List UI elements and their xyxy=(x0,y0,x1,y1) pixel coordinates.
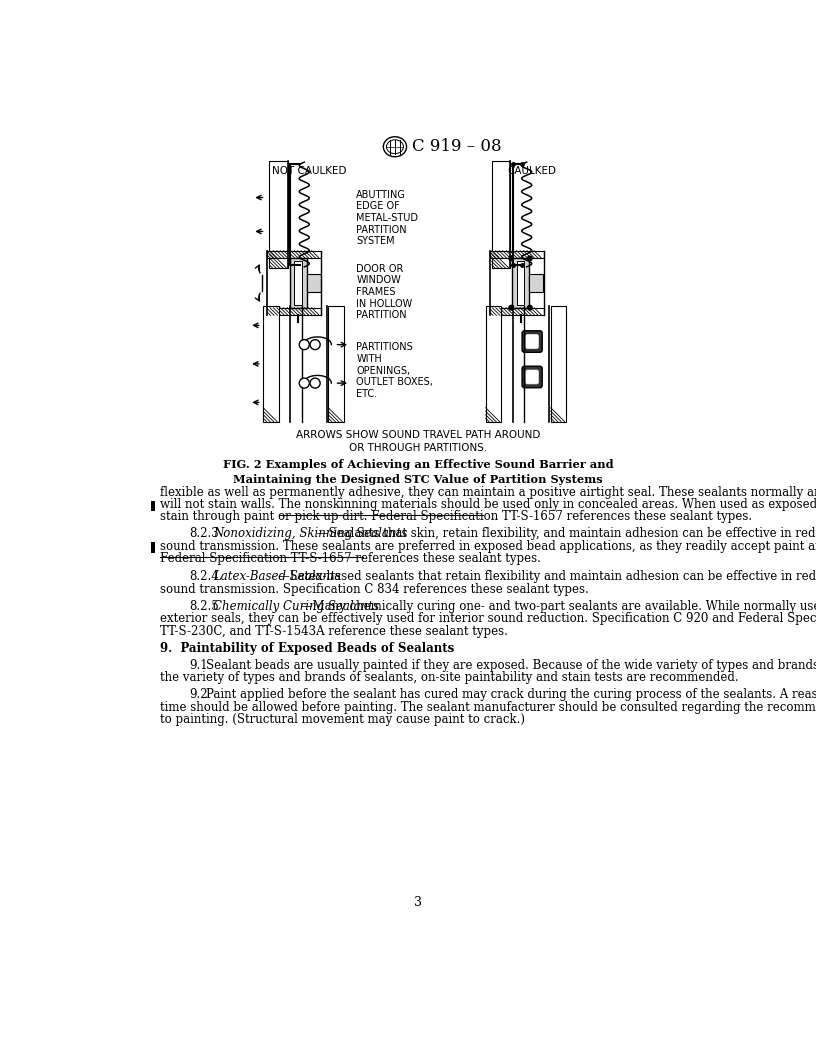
Text: CAULKED: CAULKED xyxy=(508,166,557,176)
Text: 9.  Paintability of Exposed Beads of Sealants: 9. Paintability of Exposed Beads of Seal… xyxy=(160,642,455,655)
Circle shape xyxy=(509,257,513,261)
Text: Federal Specification TT-S-1657 references these sealant types.: Federal Specification TT-S-1657 referenc… xyxy=(160,552,541,565)
Bar xyxy=(517,261,525,305)
Bar xyxy=(307,274,321,293)
Bar xyxy=(492,161,511,268)
Text: time should be allowed before painting. The sealant manufacturer should be consu: time should be allowed before painting. … xyxy=(160,701,816,714)
FancyBboxPatch shape xyxy=(522,331,542,353)
Text: Chemically Curing Sealants: Chemically Curing Sealants xyxy=(213,600,379,612)
Bar xyxy=(151,501,155,511)
Text: will not stain walls. The nonskinning materials should be used only in concealed: will not stain walls. The nonskinning ma… xyxy=(160,498,816,511)
Text: the variety of types and brands of sealants, on-site paintability and stain test: the variety of types and brands of seala… xyxy=(160,672,738,684)
Circle shape xyxy=(299,378,309,389)
Bar xyxy=(269,161,288,268)
FancyBboxPatch shape xyxy=(526,370,539,384)
Bar xyxy=(490,250,543,259)
Text: 9.1: 9.1 xyxy=(189,659,208,672)
Text: sound transmission. Specification C 834 references these sealant types.: sound transmission. Specification C 834 … xyxy=(160,583,589,596)
Bar xyxy=(551,306,566,421)
Text: PARTITIONS
WITH
OPENINGS,
OUTLET BOXES,
ETC.: PARTITIONS WITH OPENINGS, OUTLET BOXES, … xyxy=(357,342,433,399)
Text: 8.2.5: 8.2.5 xyxy=(189,600,220,612)
Bar xyxy=(529,274,543,293)
Text: stain through paint or pick up dirt. Federal Specification TT-S-1657 references : stain through paint or pick up dirt. Fed… xyxy=(160,510,752,524)
Text: exterior seals, they can be effectively used for interior sound reduction. Speci: exterior seals, they can be effectively … xyxy=(160,612,816,625)
Bar xyxy=(267,250,322,259)
Text: OR THROUGH PARTITIONS.: OR THROUGH PARTITIONS. xyxy=(349,444,487,453)
Bar xyxy=(328,306,344,421)
Circle shape xyxy=(509,305,513,310)
Text: Nonoxidizing, Skinning Sealants: Nonoxidizing, Skinning Sealants xyxy=(213,527,407,541)
Text: sound transmission. These sealants are preferred in exposed bead applications, a: sound transmission. These sealants are p… xyxy=(160,540,816,552)
FancyBboxPatch shape xyxy=(522,366,542,388)
Bar xyxy=(151,543,155,553)
Bar xyxy=(264,306,279,421)
Bar xyxy=(295,261,302,305)
Circle shape xyxy=(299,340,309,350)
Text: Paint applied before the sealant has cured may crack during the curing process o: Paint applied before the sealant has cur… xyxy=(206,689,816,701)
Text: to painting. (Structural movement may cause paint to crack.): to painting. (Structural movement may ca… xyxy=(160,713,526,727)
Bar xyxy=(486,306,501,421)
Circle shape xyxy=(310,340,320,350)
Text: C 919 – 08: C 919 – 08 xyxy=(412,138,502,155)
Text: FIG. 2 Examples of Achieving an Effective Sound Barrier and: FIG. 2 Examples of Achieving an Effectiv… xyxy=(223,459,614,470)
Text: —Latex-based sealants that retain flexibility and maintain adhesion can be effec: —Latex-based sealants that retain flexib… xyxy=(277,570,816,583)
Bar xyxy=(512,259,529,307)
FancyBboxPatch shape xyxy=(526,335,539,348)
Text: 3: 3 xyxy=(415,897,422,909)
Text: Maintaining the Designed STC Value of Partition Systems: Maintaining the Designed STC Value of Pa… xyxy=(233,474,603,486)
Text: Latex-Based Sealants: Latex-Based Sealants xyxy=(213,570,341,583)
Circle shape xyxy=(310,378,320,389)
Bar xyxy=(290,259,307,307)
Bar xyxy=(490,307,543,316)
Text: 8.2.4: 8.2.4 xyxy=(189,570,220,583)
Circle shape xyxy=(527,257,532,261)
Text: NOT CAULKED: NOT CAULKED xyxy=(273,166,347,176)
Text: flexible as well as permanently adhesive, they can maintain a positive airtight : flexible as well as permanently adhesive… xyxy=(160,486,816,498)
Bar xyxy=(267,307,322,316)
Text: —Many chemically curing one- and two-part sealants are available. While normally: —Many chemically curing one- and two-par… xyxy=(297,600,816,612)
Text: Sealant beads are usually painted if they are exposed. Because of the wide varie: Sealant beads are usually painted if the… xyxy=(206,659,816,672)
Text: TT-S-230C, and TT-S-1543A reference these sealant types.: TT-S-230C, and TT-S-1543A reference thes… xyxy=(160,625,508,638)
Text: 9.2: 9.2 xyxy=(189,689,208,701)
Text: ARROWS SHOW SOUND TRAVEL PATH AROUND: ARROWS SHOW SOUND TRAVEL PATH AROUND xyxy=(296,430,540,440)
Circle shape xyxy=(527,305,532,310)
Text: 8.2.3: 8.2.3 xyxy=(189,527,220,541)
Text: ABUTTING
EDGE OF
METAL-STUD
PARTITION
SYSTEM: ABUTTING EDGE OF METAL-STUD PARTITION SY… xyxy=(357,190,419,246)
Text: —Sealants that skin, retain flexibility, and maintain adhesion can be effective : —Sealants that skin, retain flexibility,… xyxy=(313,527,816,541)
Text: DOOR OR
WINDOW
FRAMES
IN HOLLOW
PARTITION: DOOR OR WINDOW FRAMES IN HOLLOW PARTITIO… xyxy=(357,264,412,320)
